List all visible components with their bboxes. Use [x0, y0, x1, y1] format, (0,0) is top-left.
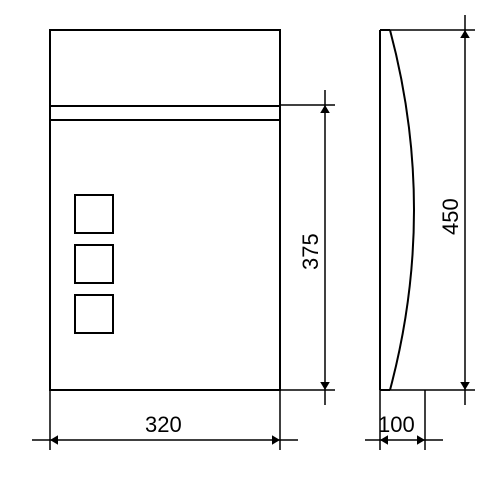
dimension-label: 375: [298, 233, 323, 270]
technical-drawing: 320 100 375 450: [0, 0, 500, 500]
dimension-label: 320: [145, 412, 182, 437]
dimension-label: 450: [438, 198, 463, 235]
dimension-label: 100: [378, 412, 415, 437]
